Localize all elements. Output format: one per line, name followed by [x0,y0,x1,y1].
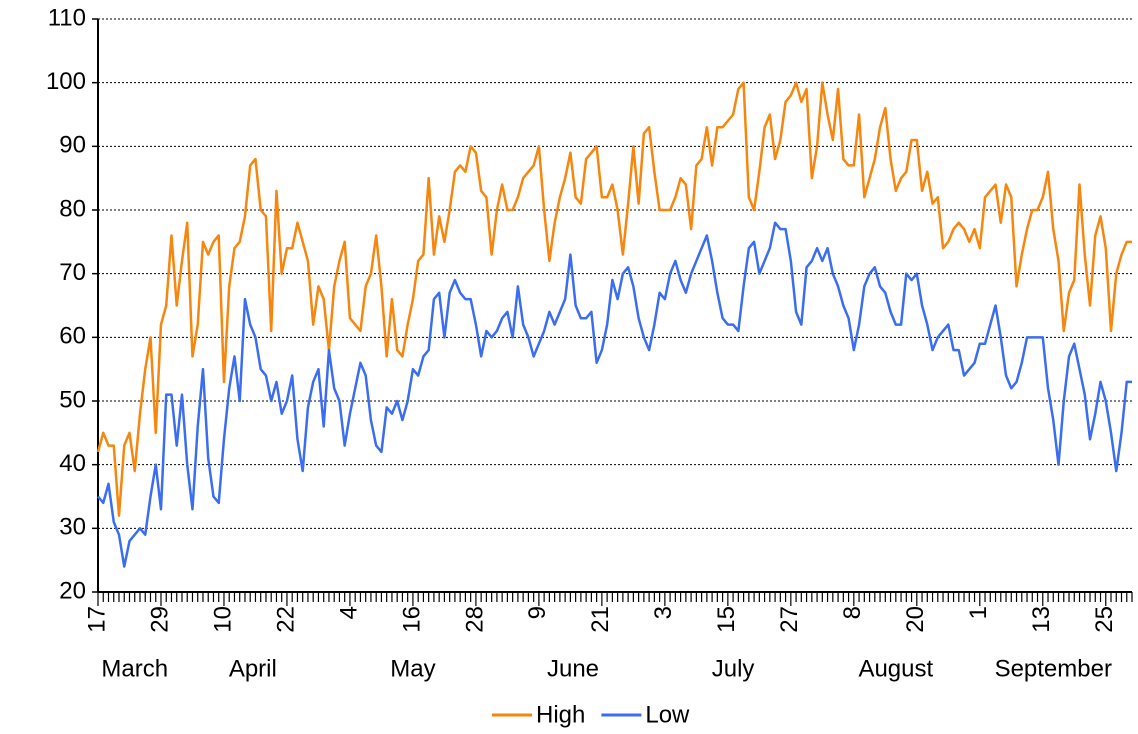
x-group-label: September [995,655,1112,682]
x-tick-label: 27 [776,606,803,633]
x-group-label: May [390,655,435,682]
x-tick-label: 10 [209,606,236,633]
y-tick-label: 20 [59,577,86,604]
y-tick-label: 60 [59,323,86,350]
x-tick-label: 17 [83,606,110,633]
legend-label: Low [645,701,690,728]
y-tick-label: 80 [59,195,86,222]
y-tick-label: 100 [46,68,86,95]
x-tick-label: 21 [587,606,614,633]
y-tick-label: 110 [48,4,86,31]
legend: High Low [492,701,690,728]
x-tick-label: 25 [1091,606,1118,633]
y-tick-label: 90 [59,132,86,159]
y-tick-label: 30 [59,514,86,541]
y-tick-label: 50 [59,386,86,413]
series-line [96,81,1132,517]
x-tick-label: 29 [146,606,173,633]
x-tick-label: 20 [902,606,929,633]
x-tick-label: 13 [1028,606,1055,633]
x-tick-label: 1 [965,606,992,619]
x-group-label: July [712,655,755,682]
x-tick-label: 15 [713,606,740,633]
x-tick-label: 3 [650,606,677,619]
x-tick-label: 9 [524,606,551,619]
x-group-label: August [858,655,933,682]
legend-label: High [536,701,585,728]
y-tick-label: 40 [59,450,86,477]
x-tick-label: 28 [461,606,488,633]
x-tick-label: 8 [839,606,866,619]
series-line [97,221,1132,568]
x-group-label: March [101,655,168,682]
x-group-label: April [229,655,277,682]
y-tick-label: 70 [59,259,86,286]
x-group-label: June [547,655,599,682]
x-tick-label: 22 [272,606,299,633]
x-tick-label: 16 [398,606,425,633]
x-tick-label: 4 [335,606,362,619]
